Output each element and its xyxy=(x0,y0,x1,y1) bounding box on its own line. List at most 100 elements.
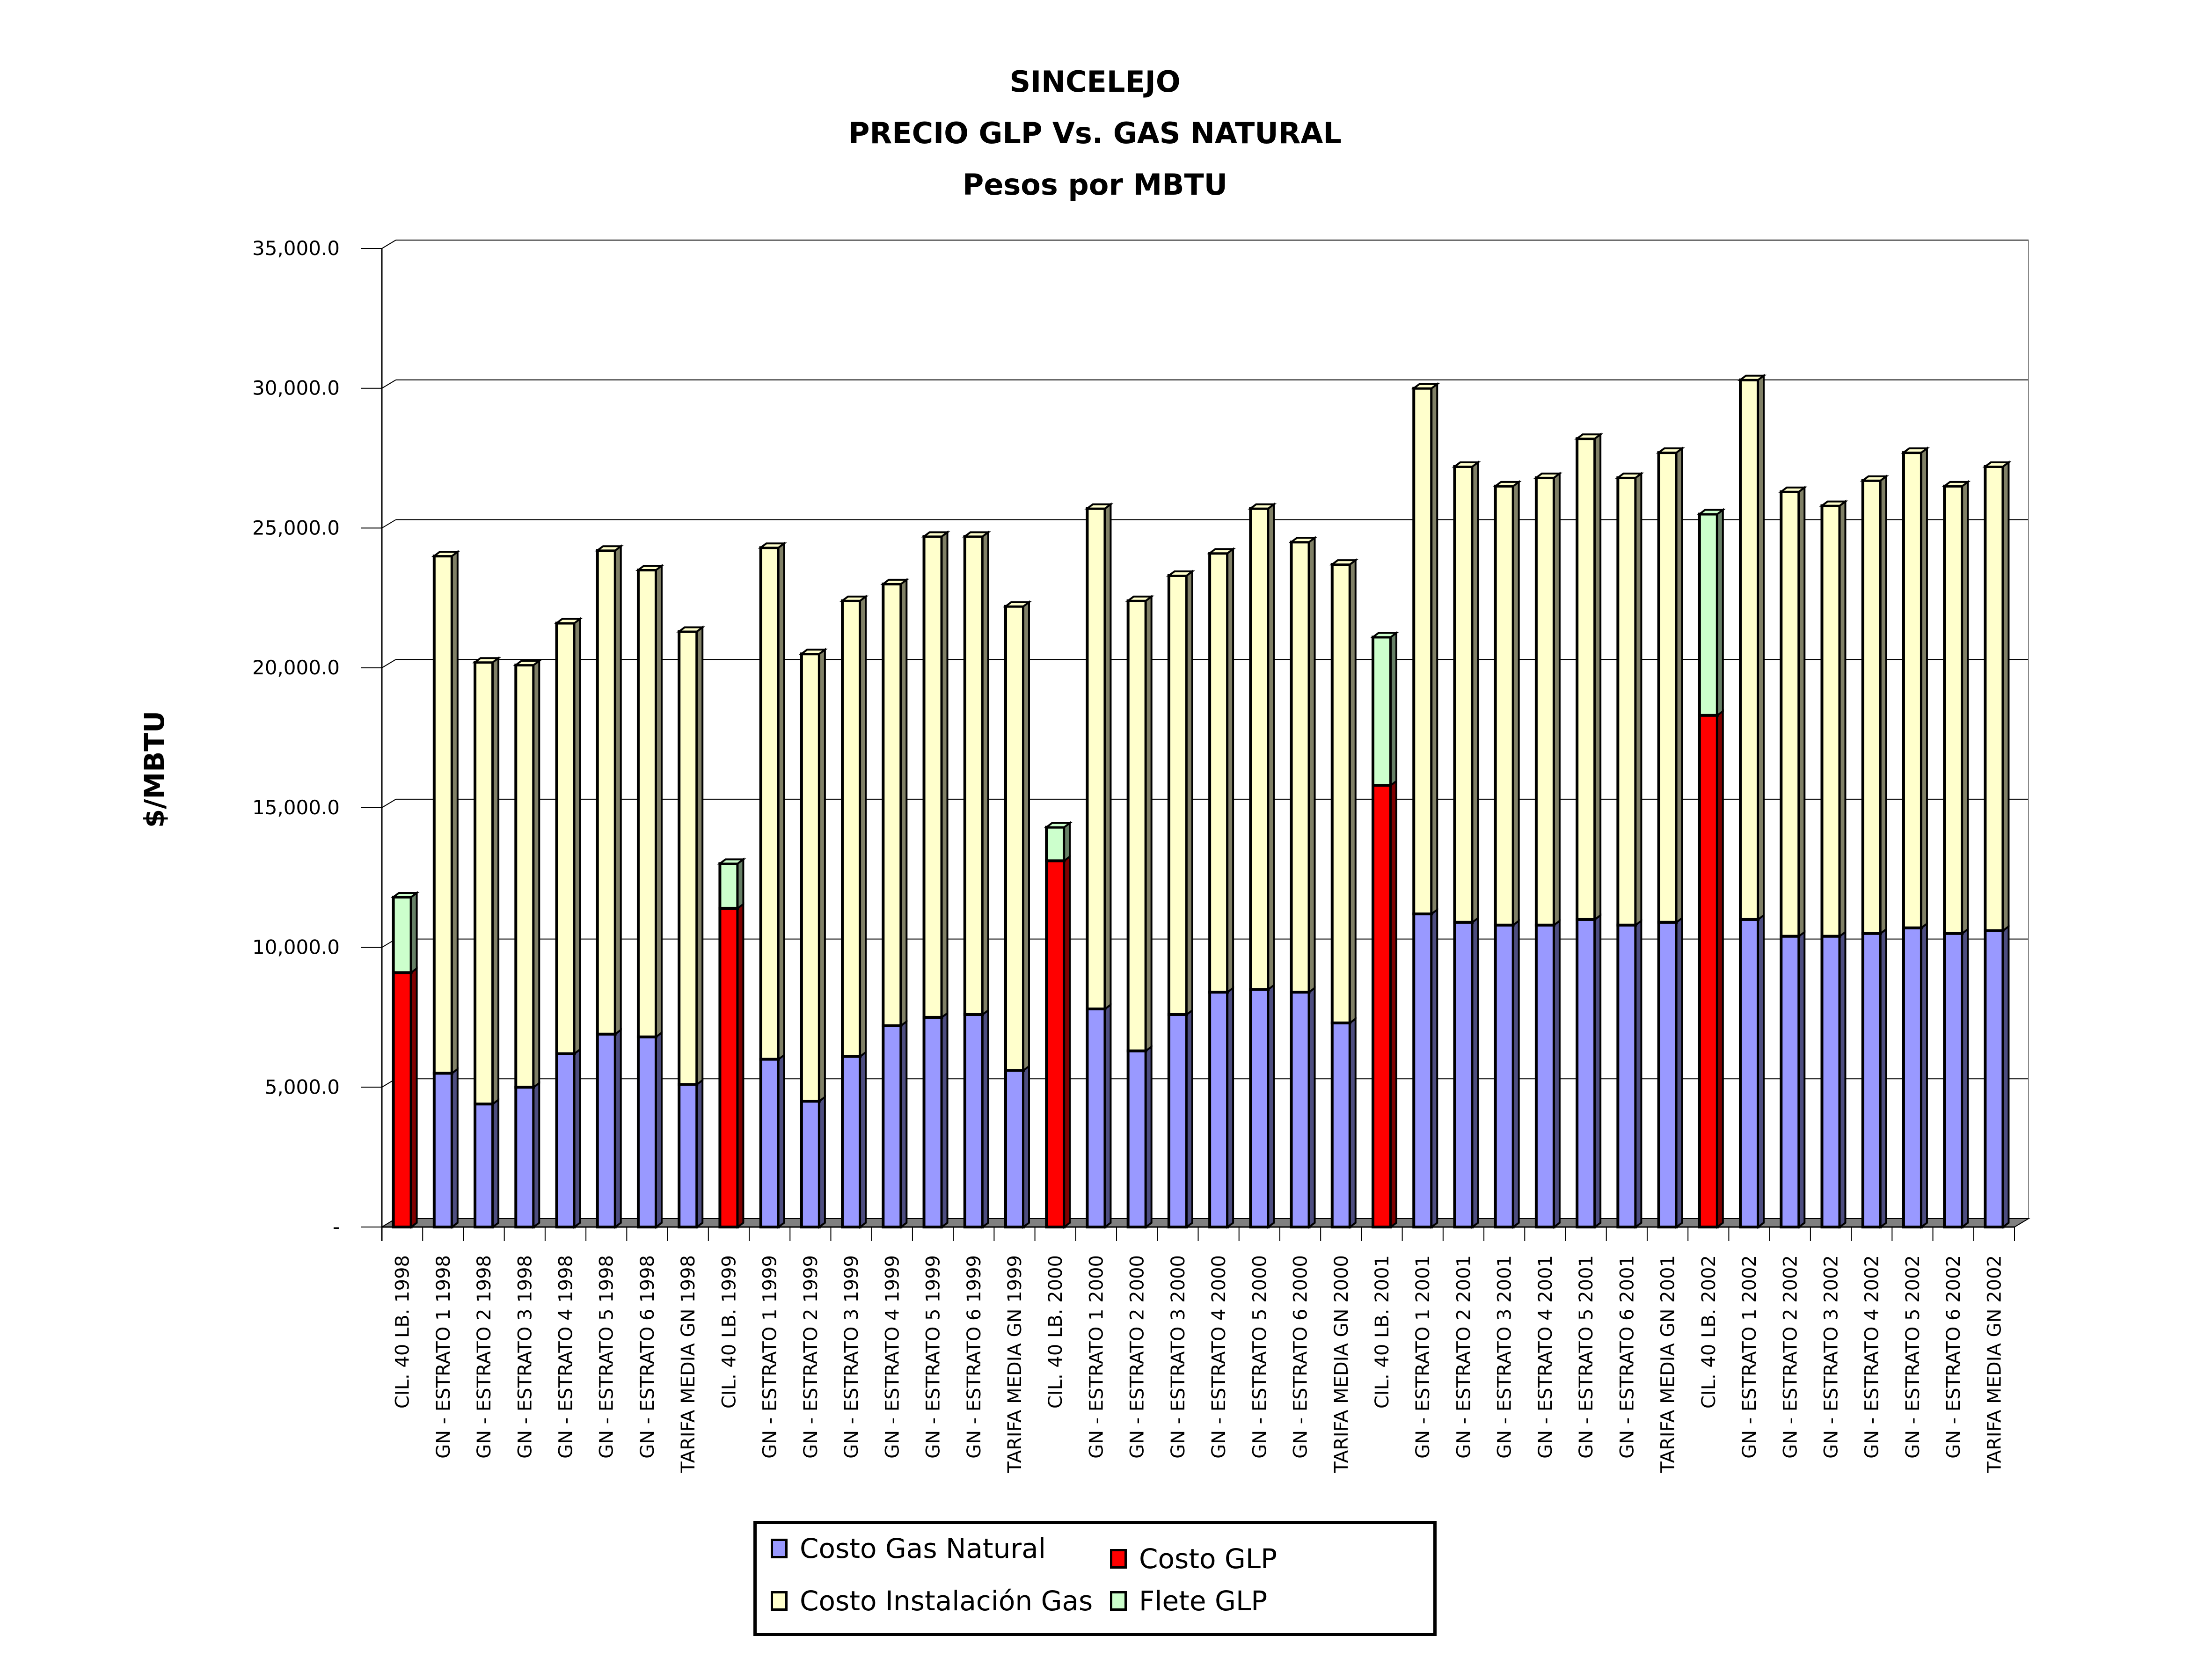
legend-swatch xyxy=(771,1539,788,1558)
y-tick-label: 15,000.0 xyxy=(252,796,340,819)
bar-costo-instalaci-n-gas-side xyxy=(655,564,663,1039)
bar-costo-gas-natural xyxy=(1330,1021,1351,1229)
bar-costo-instalaci-n-gas-side xyxy=(2002,460,2010,933)
x-tick-label: CIL. 40 LB. 1999 xyxy=(718,1255,740,1409)
x-tick-label: CIL. 40 LB. 1998 xyxy=(392,1255,414,1409)
bar-costo-gas-natural-side xyxy=(818,1095,826,1229)
bar-costo-gas-natural-side xyxy=(859,1050,867,1229)
bar-costo-instalaci-n-gas xyxy=(1902,451,1923,929)
bar-top-cap xyxy=(1411,383,1440,389)
bar-top-cap xyxy=(594,545,624,552)
bar-costo-instalaci-n-gas xyxy=(555,621,576,1055)
y-tick-label: 35,000.0 xyxy=(252,237,340,260)
gridline-depth xyxy=(381,519,396,529)
bar-top-cap xyxy=(472,657,502,664)
bar-top-cap xyxy=(1778,486,1808,493)
bar-costo-instalaci-n-gas xyxy=(636,569,657,1038)
bar-costo-gas-natural xyxy=(800,1100,821,1229)
bar-top-cap xyxy=(676,626,706,633)
bar-costo-gas-natural-side xyxy=(1675,916,1683,1229)
bar-flete-glp-side xyxy=(1063,821,1071,863)
bar-top-cap xyxy=(1696,509,1726,515)
bar-costo-gas-natural xyxy=(1167,1013,1188,1229)
x-tick-label: GN - ESTRATO 4 2000 xyxy=(1208,1255,1230,1459)
bar-costo-gas-natural xyxy=(1657,920,1678,1228)
bar-costo-gas-natural xyxy=(555,1052,576,1228)
legend-item-costo-glp: Costo GLP xyxy=(1110,1543,1277,1575)
gridline-depth xyxy=(381,659,396,669)
bar-costo-instalaci-n-gas-side xyxy=(492,656,500,1106)
bar-costo-gas-natural xyxy=(1290,991,1311,1228)
bar-top-cap xyxy=(1615,472,1644,479)
bar-costo-instalaci-n-gas xyxy=(678,630,699,1086)
x-tick-label: GN - ESTRATO 1 2000 xyxy=(1086,1255,1107,1459)
bar-costo-instalaci-n-gas-side xyxy=(1349,558,1357,1025)
legend-item-flete-glp: Flete GLP xyxy=(1110,1585,1267,1617)
bar-costo-gas-natural-side xyxy=(696,1078,704,1229)
bar-costo-instalaci-n-gas xyxy=(1780,490,1801,938)
bar-costo-instalaci-n-gas-side xyxy=(614,544,622,1036)
bar-top-cap xyxy=(1737,374,1767,381)
y-tick-label: 10,000.0 xyxy=(252,936,340,959)
bar-costo-gas-natural-side xyxy=(1022,1064,1030,1229)
bar-costo-gas-natural xyxy=(636,1035,657,1228)
bar-top-cap xyxy=(1574,433,1604,440)
bar-flete-glp xyxy=(1698,512,1719,717)
x-tick-label: GN - ESTRATO 5 2001 xyxy=(1576,1255,1597,1459)
bar-top-cap xyxy=(840,595,869,602)
bar-costo-instalaci-n-gas xyxy=(1820,504,1841,938)
bar-flete-glp xyxy=(718,862,739,910)
bar-costo-instalaci-n-gas-side xyxy=(1920,446,1928,930)
bar-costo-gas-natural xyxy=(1739,918,1760,1229)
bar-costo-gas-natural-side xyxy=(1920,921,1928,1229)
bar-costo-glp-side xyxy=(1063,855,1071,1229)
bar-top-cap xyxy=(1942,481,1971,487)
bar-costo-instalaci-n-gas xyxy=(841,599,862,1058)
bar-costo-instalaci-n-gas xyxy=(1494,484,1515,927)
bar-costo-instalaci-n-gas xyxy=(1290,541,1311,994)
bar-costo-instalaci-n-gas-side xyxy=(1431,382,1438,916)
bar-flete-glp xyxy=(392,896,413,974)
legend-label: Flete GLP xyxy=(1139,1585,1268,1617)
x-tick-label: GN - ESTRATO 6 1998 xyxy=(637,1255,658,1459)
bar-costo-instalaci-n-gas-side xyxy=(1635,471,1642,927)
bar-costo-instalaci-n-gas-side xyxy=(777,541,785,1061)
y-tick-label: - xyxy=(333,1215,340,1238)
bar-costo-gas-natural xyxy=(678,1083,699,1229)
chart-title: SINCELEJO PRECIO GLP Vs. GAS NATURAL Pes… xyxy=(0,56,2190,211)
gridline-depth xyxy=(381,798,396,808)
bar-costo-glp-side xyxy=(1716,709,1724,1229)
bar-costo-gas-natural xyxy=(882,1024,903,1228)
bar-costo-gas-natural xyxy=(1534,923,1555,1228)
bar-costo-gas-natural-side xyxy=(451,1067,459,1229)
bar-costo-glp-side xyxy=(410,966,418,1229)
bar-costo-gas-natural xyxy=(1943,932,1964,1228)
bar-costo-instalaci-n-gas-side xyxy=(859,594,867,1059)
bar-top-cap xyxy=(390,892,420,898)
bar-costo-gas-natural xyxy=(1494,923,1515,1228)
bar-costo-glp xyxy=(1372,784,1393,1228)
bar-costo-instalaci-n-gas-side xyxy=(941,530,949,1019)
bar-costo-instalaci-n-gas-side xyxy=(1757,373,1765,921)
bar-costo-gas-natural-side xyxy=(981,1008,989,1229)
bar-top-cap xyxy=(1533,472,1562,479)
bar-costo-gas-natural xyxy=(963,1013,984,1229)
bar-top-cap xyxy=(1207,548,1236,555)
bar-top-cap xyxy=(1166,570,1195,577)
x-tick-label: GN - ESTRATO 4 2001 xyxy=(1535,1255,1556,1459)
bar-costo-instalaci-n-gas-side xyxy=(696,625,704,1087)
bar-top-cap xyxy=(1002,601,1032,607)
bar-costo-gas-natural-side xyxy=(1512,919,1520,1229)
bar-costo-gas-natural-side xyxy=(1226,986,1234,1229)
bar-costo-gas-natural xyxy=(1208,991,1229,1228)
x-tick-label: GN - ESTRATO 2 1999 xyxy=(800,1255,822,1459)
x-tick-label: GN - ESTRATO 1 2002 xyxy=(1739,1255,1760,1459)
bar-costo-instalaci-n-gas xyxy=(1330,563,1351,1024)
bar-costo-instalaci-n-gas xyxy=(1126,599,1147,1052)
legend-swatch xyxy=(1110,1549,1127,1569)
bar-costo-gas-natural-side xyxy=(655,1030,663,1229)
bar-costo-gas-natural xyxy=(922,1015,943,1228)
bar-costo-instalaci-n-gas xyxy=(1861,479,1882,935)
bar-costo-instalaci-n-gas xyxy=(1208,552,1229,994)
